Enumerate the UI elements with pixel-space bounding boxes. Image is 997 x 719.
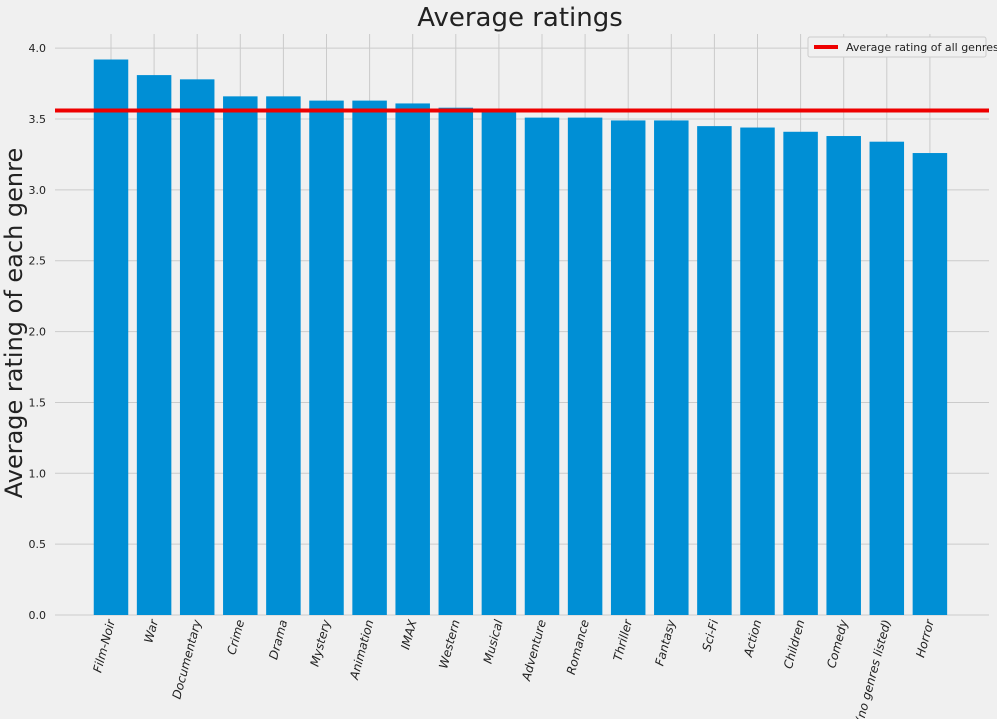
bar	[740, 127, 775, 616]
y-tick-label: 2.0	[29, 326, 47, 339]
bar	[438, 107, 474, 615]
x-tick-label: Mystery	[307, 617, 333, 668]
x-tick-label: Documentary	[169, 617, 204, 700]
x-tick-label: Romance	[564, 618, 592, 676]
x-axis-ticks: Film-Noir War Documentary Crime Drama Mystery…	[90, 617, 937, 719]
chart-title: Average ratings	[417, 3, 623, 33]
y-tick-label: 1.0	[29, 467, 47, 480]
x-tick-label: Western	[436, 618, 463, 670]
x-tick-label: Film-Noir	[90, 617, 118, 674]
x-tick-label: Fantasy	[652, 617, 678, 667]
bar	[869, 141, 905, 615]
x-tick-label: Animation	[347, 618, 377, 682]
y-axis-ticks: 0.0 0.5 1.0 1.5 2.0 2.5 3.0 3.5 4.0	[29, 42, 47, 622]
x-tick-label: Action	[741, 618, 765, 659]
x-tick-label: War	[141, 617, 161, 644]
bar	[654, 120, 689, 615]
bar	[395, 103, 430, 615]
bar	[93, 59, 129, 615]
x-tick-label: (no genres listed)	[853, 618, 894, 719]
bar	[697, 126, 732, 616]
bar	[266, 96, 301, 616]
x-tick-label: IMAX	[398, 617, 420, 651]
x-tick-label: Adventure	[519, 618, 549, 683]
x-tick-label: Children	[781, 618, 808, 670]
y-tick-label: 4.0	[29, 42, 47, 55]
x-tick-label: Horror	[913, 617, 937, 659]
x-tick-label: Sci-Fi	[699, 618, 721, 653]
y-tick-label: 3.5	[29, 113, 47, 126]
bar	[567, 117, 603, 616]
bar	[826, 136, 861, 615]
x-tick-label: Comedy	[824, 617, 851, 669]
y-axis-label: Average rating of each genre	[0, 148, 28, 499]
bar	[481, 110, 517, 616]
bar	[524, 117, 560, 616]
y-tick-label: 2.5	[29, 255, 47, 268]
bar	[783, 131, 818, 615]
x-tick-label: Thriller	[611, 617, 636, 662]
bar	[223, 96, 258, 616]
x-tick-label: Drama	[266, 618, 290, 661]
y-tick-label: 0.5	[29, 538, 47, 551]
y-tick-label: 3.0	[29, 184, 47, 197]
y-tick-label: 1.5	[29, 396, 47, 409]
x-tick-label: Musical	[481, 618, 506, 666]
y-tick-label: 0.0	[29, 609, 47, 622]
bars	[93, 59, 948, 616]
bar	[179, 79, 215, 616]
bar	[912, 153, 948, 615]
bar	[610, 120, 646, 615]
legend-box	[807, 36, 987, 58]
legend-label: Average rating of all genres	[846, 41, 997, 54]
bar	[136, 75, 172, 616]
bar	[352, 100, 387, 616]
legend: Average rating of all genres	[807, 36, 997, 58]
x-tick-label: Crime	[224, 618, 247, 656]
bar	[309, 100, 344, 616]
